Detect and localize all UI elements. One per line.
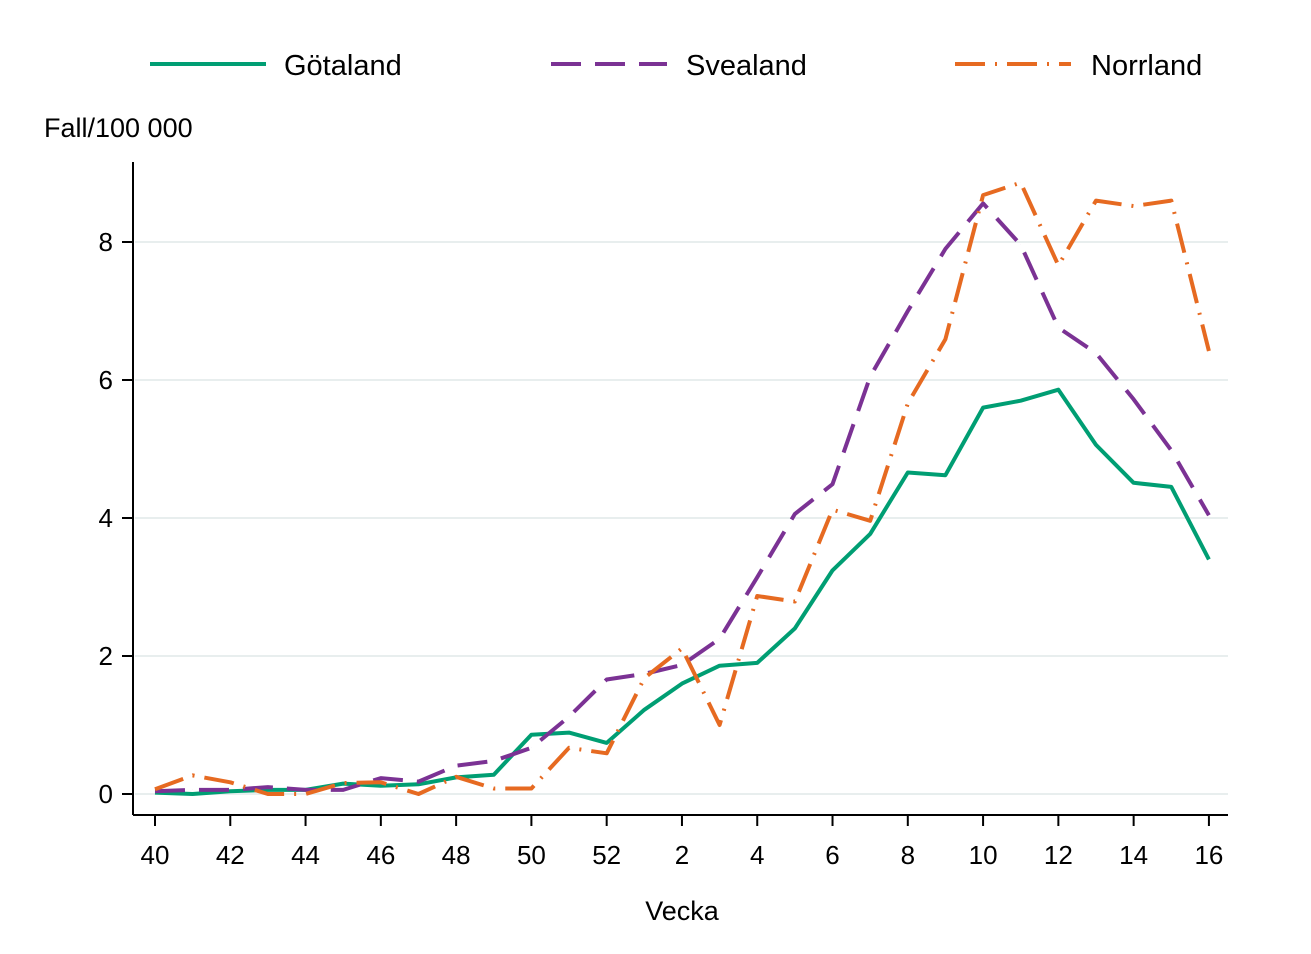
y-tick-label: 0 (99, 779, 113, 809)
x-tick-label: 46 (366, 840, 395, 870)
x-tick-label: 48 (442, 840, 471, 870)
y-ticks: 0 2 4 6 8 (99, 227, 133, 809)
x-tick-label: 40 (141, 840, 170, 870)
legend-label-svealand: Svealand (686, 50, 807, 82)
y-axis-label: Fall/100 000 (44, 113, 193, 143)
y-tick-label: 2 (99, 641, 113, 671)
gridlines (135, 241, 1228, 795)
series-line-götaland (154, 387, 1211, 796)
x-tick-label: 52 (592, 840, 621, 870)
x-tick-label: 4 (750, 840, 764, 870)
series-line-norrland (154, 180, 1211, 796)
legend-label-norrland: Norrland (1091, 50, 1202, 82)
legend: Götaland Svealand Norrland (150, 50, 1202, 82)
x-tick-label: 12 (1044, 840, 1073, 870)
x-tick-label: 10 (969, 840, 998, 870)
axes (132, 162, 1228, 816)
x-tick-label: 2 (675, 840, 689, 870)
y-tick-label: 4 (99, 503, 113, 533)
y-tick-label: 8 (99, 227, 113, 257)
x-ticks: 40 42 44 46 48 50 52 2 4 6 8 10 12 14 16 (141, 815, 1223, 870)
series-line-svealand (154, 201, 1211, 794)
y-tick-label: 6 (99, 365, 113, 395)
x-tick-label: 8 (901, 840, 915, 870)
series-lines (154, 180, 1211, 796)
x-axis-label: Vecka (645, 896, 720, 926)
x-tick-label: 16 (1194, 840, 1223, 870)
x-tick-label: 14 (1119, 840, 1148, 870)
x-tick-label: 42 (216, 840, 245, 870)
x-tick-label: 6 (825, 840, 839, 870)
x-tick-label: 44 (291, 840, 320, 870)
legend-label-götaland: Götaland (284, 50, 402, 82)
x-tick-label: 50 (517, 840, 546, 870)
